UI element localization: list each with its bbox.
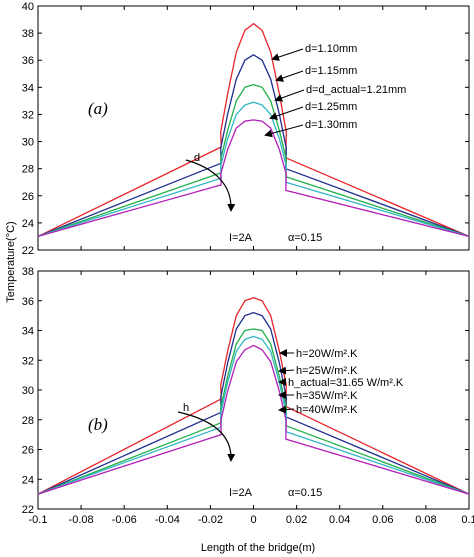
series-label-arrow <box>271 48 304 61</box>
y-tick-label: 32 <box>22 109 34 121</box>
series-name-label: d=1.30mm <box>305 119 357 131</box>
y-tick-label: 40 <box>22 1 34 13</box>
panel-a-current-label: I=2A <box>229 232 253 244</box>
series-label-arrow <box>275 70 304 82</box>
y-tick-label: 22 <box>22 245 34 257</box>
series-line-4 <box>37 335 470 495</box>
series-name-label: d=d_actual=1.21mm <box>306 84 406 96</box>
series-label-arrow <box>269 106 304 120</box>
panel-b-current-label: I=2A <box>229 487 253 499</box>
series-label-arrow <box>278 405 295 414</box>
x-tick-label: -0.06 <box>112 514 137 526</box>
y-tick-label: 26 <box>22 445 34 457</box>
series-line-1 <box>37 297 470 495</box>
panel-b: -0.1 -0.08 -0.06 -0.04 -0.02 0 0.02 0.04 0.06 0.0… <box>22 266 474 526</box>
series-name-label: h=40W/m².K <box>296 404 358 416</box>
y-tick-label: 26 <box>22 191 34 203</box>
panel-b-trend-arrow <box>177 411 236 462</box>
x-tick-label: 0.06 <box>372 514 393 526</box>
x-tick-label: -0.02 <box>198 514 223 526</box>
series-name-label: h=25W/m².K <box>296 365 358 377</box>
series-label-arrow <box>264 124 304 138</box>
y-axis-label: Temperature(°C) <box>5 221 17 302</box>
series-line-4 <box>37 101 470 238</box>
y-tick-label: 22 <box>22 504 34 516</box>
series-label-arrow <box>274 89 305 102</box>
series-line-5 <box>37 119 470 238</box>
panel-a-alpha-label: α=0.15 <box>288 232 322 244</box>
y-tick-label: 38 <box>22 266 34 278</box>
x-tick-label: 0.08 <box>415 514 436 526</box>
series-name-label: h=20W/m².K <box>296 348 358 360</box>
series-line-5 <box>37 344 470 495</box>
x-tick-label: 0.02 <box>286 514 307 526</box>
y-tick-label: 34 <box>22 82 34 94</box>
panel-a-label: (a) <box>88 99 108 118</box>
y-tick-label: 38 <box>22 28 34 40</box>
panel-b-alpha-label: α=0.15 <box>288 487 322 499</box>
series-line-2 <box>37 311 470 495</box>
y-tick-label: 36 <box>22 296 34 308</box>
panel-b-variable-label: h <box>183 402 189 414</box>
y-tick-label: 28 <box>22 415 34 427</box>
series-label-arrow <box>278 366 295 375</box>
y-tick-label: 28 <box>22 164 34 176</box>
x-axis-label: Length of the bridge(m) <box>201 542 315 554</box>
series-line-1 <box>37 22 470 237</box>
series-name-label: d=1.25mm <box>305 101 357 113</box>
x-tick-label: -0.04 <box>155 514 180 526</box>
x-tick-label: 0 <box>250 514 256 526</box>
panel-a-trend-arrow <box>185 159 236 212</box>
series-line-3 <box>37 83 470 238</box>
series-name-label: h=35W/m².K <box>296 390 358 402</box>
series-name-label: d=1.10mm <box>305 43 357 55</box>
y-tick-label: 30 <box>22 137 34 149</box>
panel-b-label: (b) <box>88 415 108 434</box>
series-line-2 <box>37 54 470 238</box>
y-tick-label: 32 <box>22 355 34 367</box>
y-tick-label: 30 <box>22 385 34 397</box>
panel-a: 22 24 26 28 30 32 34 36 38 40 d=1.10mm d=1.15mm d=d… <box>22 1 470 257</box>
series-name-label: h_actual=31.65 W/m².K <box>288 377 404 389</box>
x-tick-label: 0.1 <box>461 514 474 526</box>
x-tick-label: -0.08 <box>69 514 94 526</box>
x-tick-label: -0.1 <box>29 514 48 526</box>
y-tick-label: 34 <box>22 326 34 338</box>
panel-a-variable-label: d <box>194 152 200 164</box>
x-tick-label: 0.04 <box>329 514 350 526</box>
series-line-3 <box>37 328 470 495</box>
y-tick-label: 24 <box>22 218 34 230</box>
y-tick-label: 24 <box>22 474 34 486</box>
y-tick-label: 36 <box>22 55 34 67</box>
series-name-label: d=1.15mm <box>305 65 357 77</box>
